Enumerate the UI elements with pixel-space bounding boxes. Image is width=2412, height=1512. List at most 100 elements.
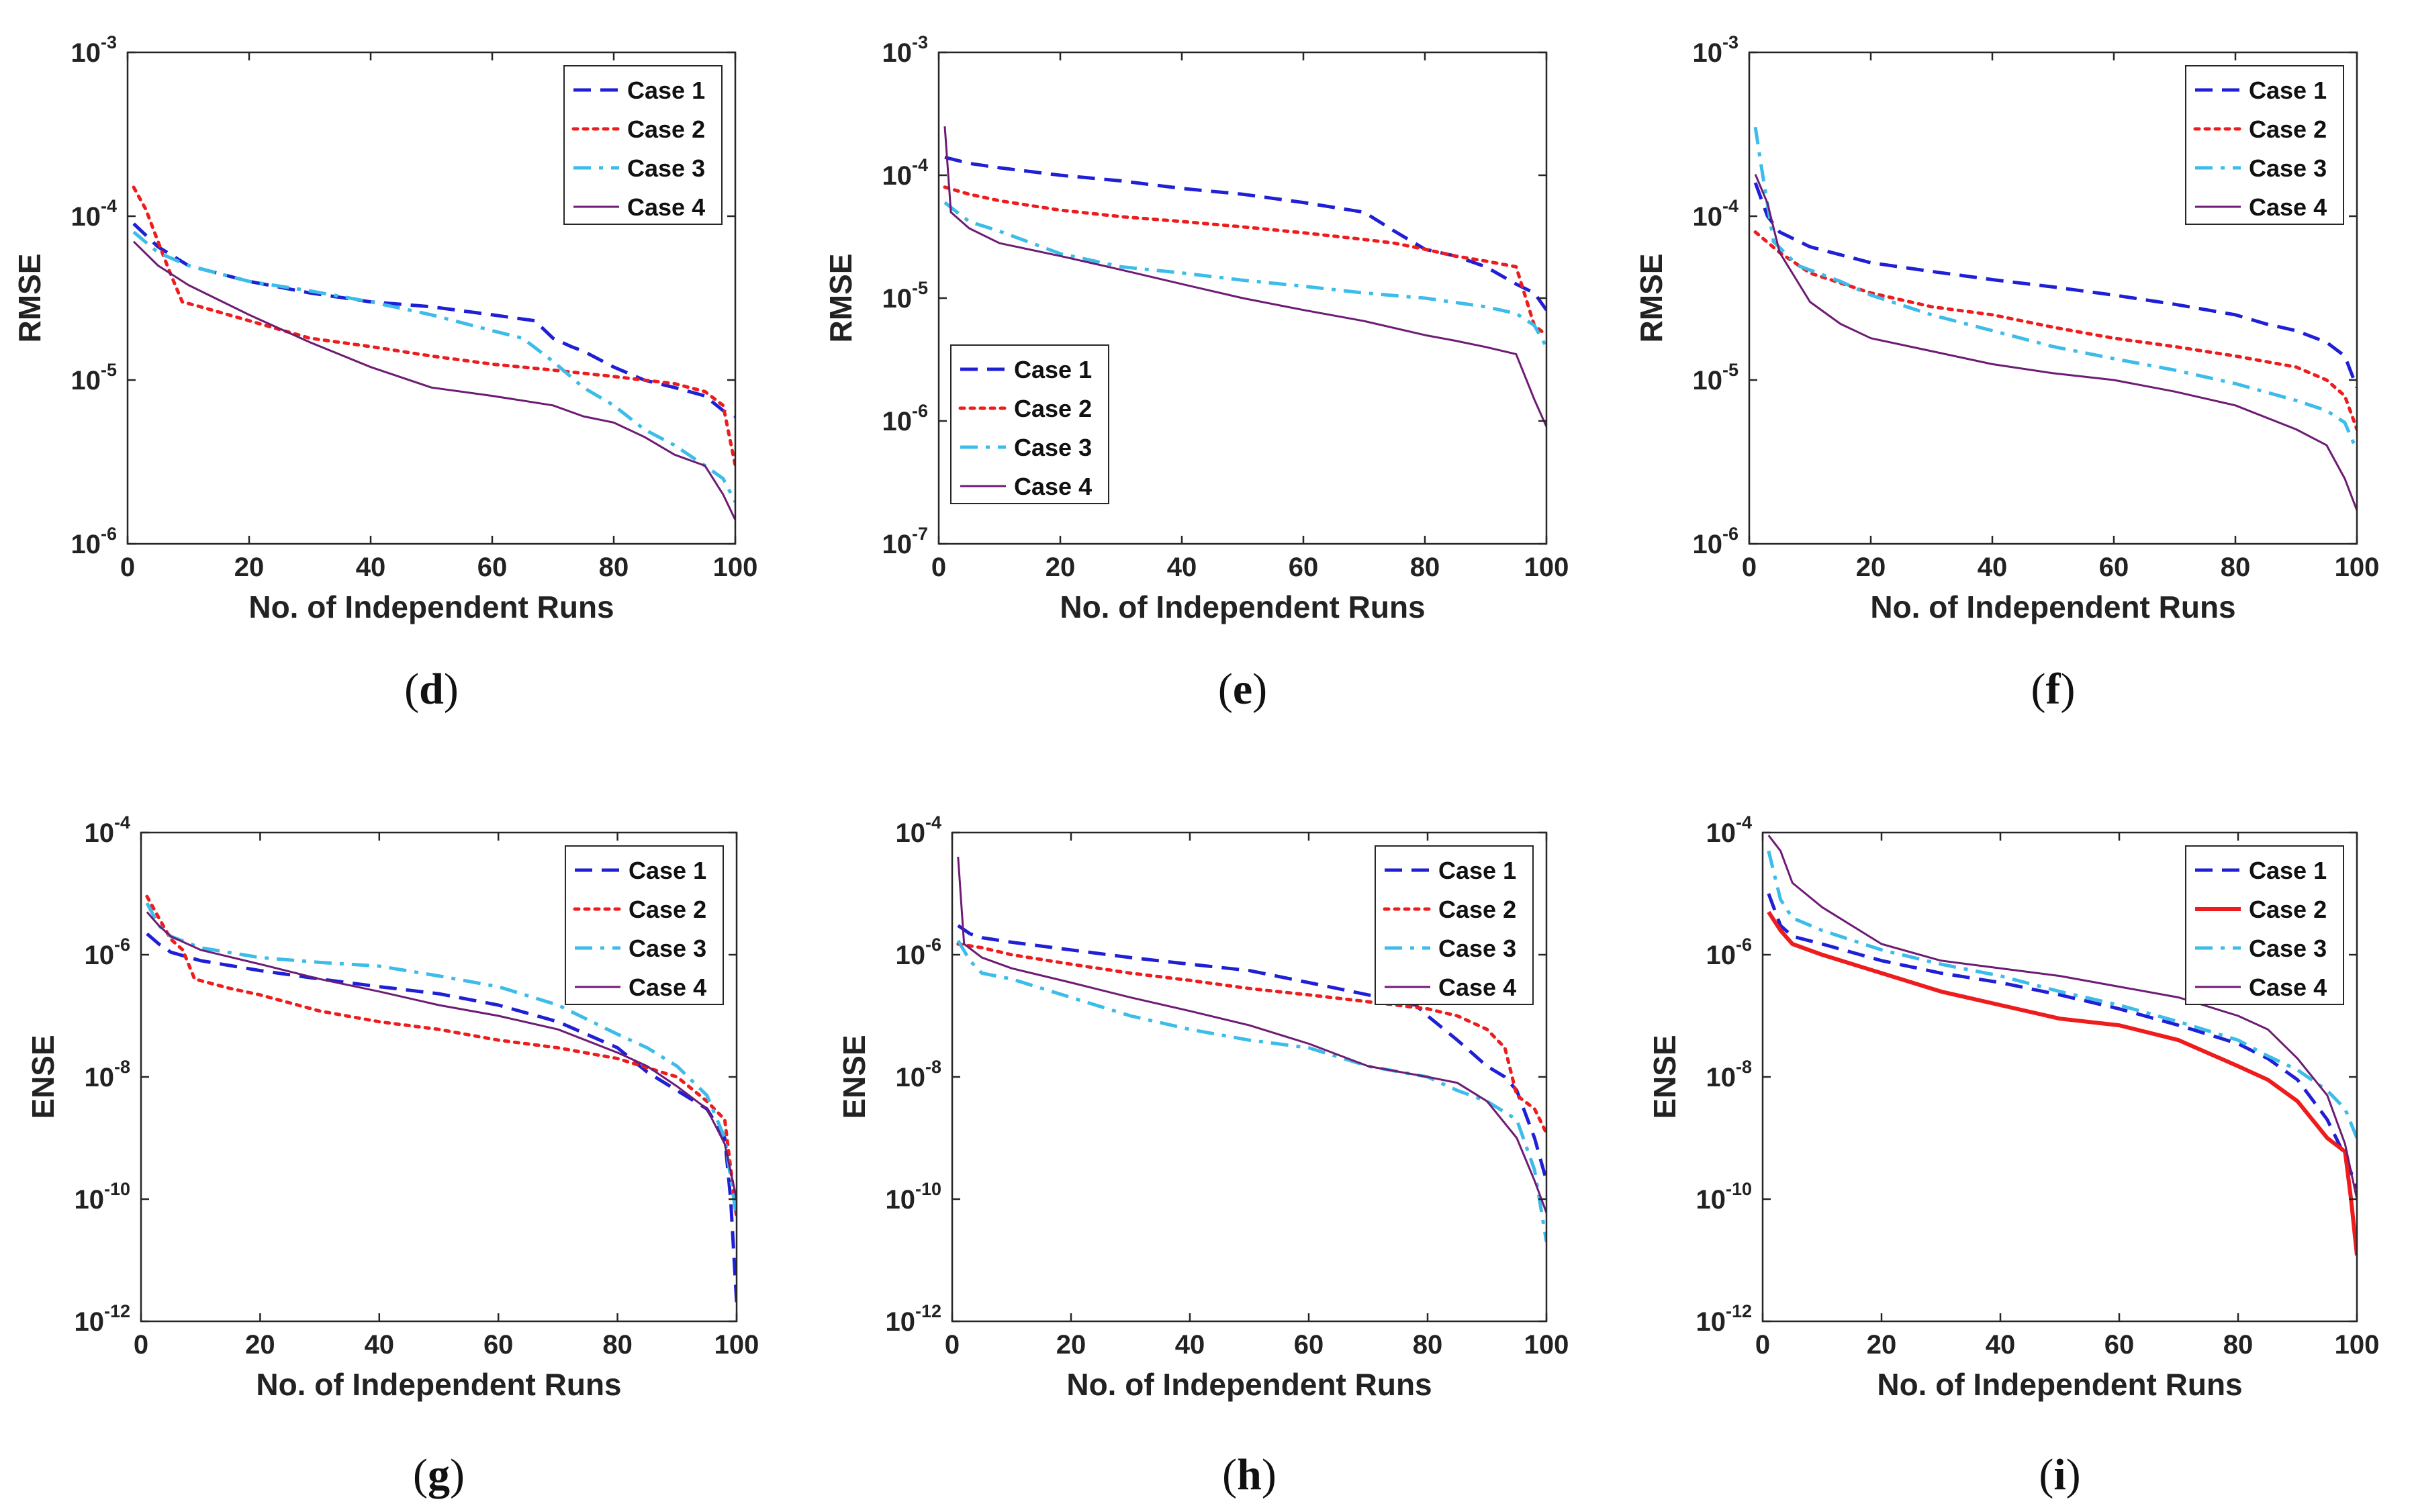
x-axis-label: No. of Independent Runs <box>248 589 614 624</box>
legend-label-case-3: Case 3 <box>1014 434 1092 461</box>
series-line-case-4 <box>146 911 737 1200</box>
series-line-case-4 <box>957 857 1546 1213</box>
x-tick-label: 100 <box>2335 553 2380 582</box>
series-line-case-3 <box>145 902 737 1218</box>
chart-panel-d: 0 20 40 60 80 100 10-6 10-5 10-4 10-3 No. of Indep… <box>12 32 757 714</box>
y-axis-label: ENSE <box>1647 1035 1682 1119</box>
series-line-case-3 <box>1767 850 2357 1139</box>
panel-label: (d) <box>404 665 459 714</box>
panel-label: (i) <box>2039 1450 2080 1499</box>
legend: Case 1 Case 2 Case 3 Case 4 <box>2185 845 2344 1005</box>
legend: Case 1 Case 2 Case 3 Case 4 <box>2185 65 2344 225</box>
y-tick-label: 10-5 <box>71 360 117 395</box>
x-tick-label: 60 <box>1294 1330 1324 1360</box>
x-tick-label: 80 <box>1410 553 1440 582</box>
legend-label-case-2: Case 2 <box>1014 395 1092 422</box>
series-line-case-1 <box>944 155 1546 312</box>
y-tick-label: 10-8 <box>84 1057 130 1092</box>
x-tick-label: 40 <box>1978 553 2008 582</box>
legend-label-case-1: Case 1 <box>1438 857 1516 884</box>
y-tick-label: 10-10 <box>885 1179 941 1215</box>
legend-label-case-3: Case 3 <box>627 154 705 182</box>
series-line-case-2 <box>1767 910 2357 1256</box>
x-tick-label: 40 <box>1175 1330 1205 1360</box>
x-tick-label: 40 <box>1167 553 1197 582</box>
x-tick-label: 40 <box>356 553 386 582</box>
x-tick-label: 80 <box>599 553 629 582</box>
x-tick-label: 80 <box>602 1330 633 1360</box>
legend-label-case-1: Case 1 <box>2249 77 2327 104</box>
chart-panel-f: 0 20 40 60 80 100 10-6 10-5 10-4 10-3 No. of Indep… <box>1634 32 2379 714</box>
series-line-case-3 <box>956 939 1546 1243</box>
x-tick-label: 0 <box>134 1330 148 1360</box>
y-tick-label: 10-12 <box>74 1301 130 1337</box>
x-axis-label: No. of Independent Runs <box>1870 589 2235 624</box>
legend: Case 1 Case 2 Case 3 Case 4 <box>1375 845 1534 1005</box>
series-line-case-2 <box>956 942 1546 1135</box>
y-tick-label: 10-3 <box>882 32 928 68</box>
y-tick-label: 10-3 <box>1692 32 1738 68</box>
y-tick-label: 10-6 <box>1706 935 1752 970</box>
x-tick-label: 0 <box>1742 553 1757 582</box>
y-tick-label: 10-12 <box>1696 1301 1752 1337</box>
legend-label-case-3: Case 3 <box>1438 935 1516 962</box>
y-tick-label: 10-4 <box>1692 196 1738 232</box>
chart-panel-i: 0 20 40 60 80 100 10-12 10-10 10-8 10-6 10-4 No. of… <box>1647 812 2379 1499</box>
y-tick-label: 10-4 <box>71 196 117 232</box>
x-tick-label: 100 <box>714 1330 759 1360</box>
x-tick-label: 60 <box>2099 553 2129 582</box>
series-line-case-2 <box>943 185 1546 337</box>
y-tick-label: 10-3 <box>71 32 117 68</box>
y-tick-label: 10-4 <box>882 155 928 191</box>
series-line-case-3 <box>1753 126 2357 452</box>
y-tick-label: 10-8 <box>895 1057 941 1092</box>
y-axis-label: RMSE <box>1634 254 1669 343</box>
y-tick-label: 10-6 <box>71 524 117 559</box>
legend-box <box>950 344 1109 504</box>
x-tick-label: 20 <box>245 1330 275 1360</box>
x-tick-label: 100 <box>713 553 758 582</box>
legend-label-case-3: Case 3 <box>2249 154 2327 182</box>
x-tick-label: 100 <box>2335 1330 2380 1360</box>
legend-label-case-2: Case 2 <box>627 115 705 143</box>
series-line-case-1 <box>146 932 737 1303</box>
series-line-case-1 <box>1767 893 2357 1189</box>
x-tick-label: 20 <box>1856 553 1886 582</box>
x-tick-label: 100 <box>1524 1330 1569 1360</box>
x-tick-label: 40 <box>1986 1330 2016 1360</box>
y-axis-label: ENSE <box>837 1035 872 1119</box>
legend-label-case-4: Case 4 <box>1438 974 1516 1001</box>
x-tick-label: 80 <box>2221 553 2251 582</box>
y-axis-label: RMSE <box>823 254 858 343</box>
legend-box <box>1375 845 1534 1005</box>
legend-label-case-2: Case 2 <box>2249 115 2327 143</box>
chart-panel-g: 0 20 40 60 80 100 10-12 10-10 10-8 10-6 10-4 No. of… <box>26 812 759 1499</box>
x-tick-label: 60 <box>1289 553 1319 582</box>
series-line-case-1 <box>1753 182 2357 389</box>
series-line-case-4 <box>943 126 1546 428</box>
x-tick-label: 0 <box>931 553 946 582</box>
y-tick-label: 10-6 <box>895 935 941 970</box>
series-line-case-2 <box>145 894 737 1219</box>
y-tick-label: 10-5 <box>882 278 928 314</box>
legend-label-case-4: Case 4 <box>629 974 706 1001</box>
y-tick-label: 10-10 <box>1696 1179 1752 1215</box>
x-tick-label: 60 <box>483 1330 514 1360</box>
y-tick-label: 10-12 <box>885 1301 941 1337</box>
legend: Case 1 Case 2 Case 3 Case 4 <box>950 344 1109 504</box>
panel-label: (h) <box>1222 1450 1277 1499</box>
legend-label-case-4: Case 4 <box>627 193 705 221</box>
x-axis-label: No. of Independent Runs <box>1060 589 1425 624</box>
y-axis-label: ENSE <box>26 1035 60 1119</box>
legend-box <box>2185 65 2344 225</box>
series-line-case-4 <box>133 240 735 520</box>
x-tick-label: 80 <box>2223 1330 2254 1360</box>
series-line-case-4 <box>1767 835 2357 1200</box>
x-tick-label: 40 <box>365 1330 395 1360</box>
series-line-case-2 <box>132 185 735 468</box>
x-tick-label: 20 <box>1046 553 1076 582</box>
legend-label-case-1: Case 1 <box>629 857 706 884</box>
x-axis-label: No. of Independent Runs <box>1877 1367 2242 1402</box>
y-axis-label: RMSE <box>12 254 47 343</box>
